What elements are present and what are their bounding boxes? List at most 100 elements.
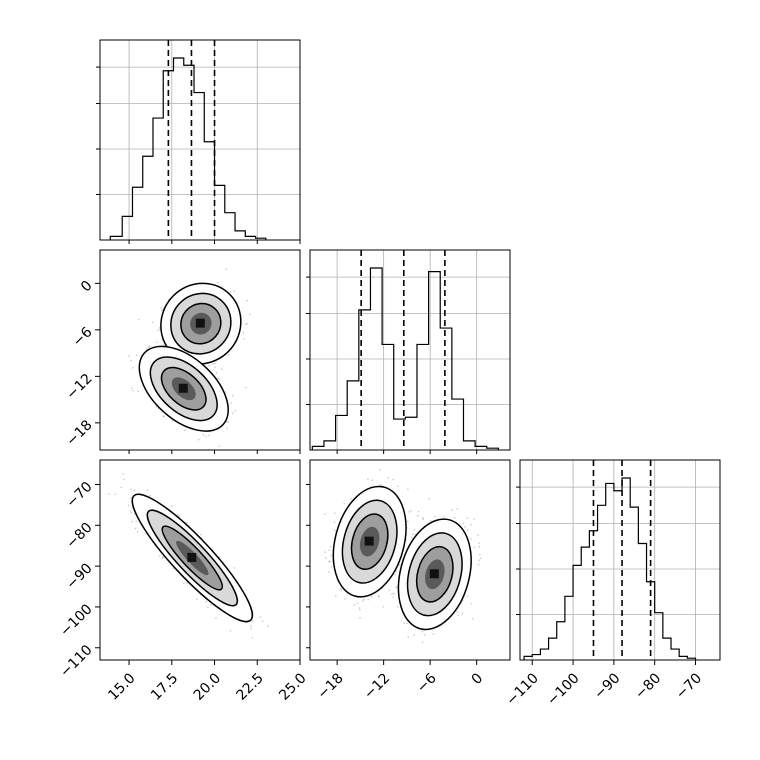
- contour-line-0-1-0: [138, 345, 229, 432]
- scatter-content-1: [108, 473, 269, 639]
- scatter-point: [246, 299, 249, 302]
- scatter-point: [392, 478, 395, 481]
- scatter-point: [396, 485, 399, 488]
- scatter-point: [127, 355, 130, 357]
- scatter-panel-0-2: [99, 459, 301, 661]
- scatter-point: [230, 402, 233, 404]
- scatter-point: [226, 427, 229, 429]
- scatter-point: [129, 510, 132, 512]
- density-peak-1-0: [187, 552, 197, 562]
- scatter-point: [135, 520, 138, 523]
- histogram-steps-2: [523, 477, 697, 660]
- scatter-point: [393, 573, 396, 576]
- scatter-point: [186, 581, 188, 584]
- scatter-point: [227, 353, 230, 356]
- contour-line-1-0-0: [131, 493, 254, 623]
- scatter-point: [134, 527, 137, 530]
- histogram-steps-1: [311, 267, 499, 450]
- scatter-point: [259, 616, 262, 618]
- scatter-point: [162, 415, 165, 418]
- contour-line-0-0-2: [180, 302, 222, 345]
- scatter-point: [145, 347, 148, 350]
- scatter-point: [131, 366, 134, 369]
- scatter-point: [130, 359, 132, 362]
- hist-frame-1: [309, 249, 511, 451]
- scatter-point: [205, 435, 207, 438]
- scatter-point: [130, 496, 132, 499]
- scatter-point: [184, 429, 187, 432]
- scatter-point: [162, 415, 165, 417]
- density-peak-0-1: [178, 383, 188, 393]
- scatter-point: [197, 438, 200, 441]
- scatter-point: [334, 512, 336, 515]
- scatter-point: [242, 331, 245, 334]
- scatter-point: [123, 478, 125, 481]
- scatter-point: [327, 549, 330, 552]
- scatter-point: [218, 377, 221, 380]
- scatter-point: [221, 285, 223, 288]
- scatter-point: [391, 593, 393, 595]
- scatter-point: [114, 493, 117, 496]
- scatter-point: [340, 589, 343, 592]
- scatter-point: [387, 476, 390, 479]
- scatter-point: [328, 560, 330, 563]
- scatter-point: [120, 486, 123, 489]
- scatter-point: [214, 362, 217, 365]
- scatter-point: [356, 602, 359, 605]
- scatter-point: [170, 505, 173, 508]
- scatter-point: [379, 483, 382, 486]
- scatter-point: [242, 338, 245, 340]
- scatter-point: [229, 291, 232, 293]
- contour-line-0-1-1: [149, 356, 218, 422]
- scatter-point: [251, 620, 254, 622]
- scatter-frame-1: [99, 459, 301, 661]
- scatter-point: [185, 521, 188, 524]
- scatter-point: [130, 511, 133, 514]
- scatter-point: [130, 488, 133, 491]
- scatter-point: [232, 412, 234, 415]
- scatter-point: [208, 365, 211, 367]
- scatter-point: [250, 627, 253, 630]
- scatter-frame-0: [99, 249, 301, 451]
- scatter-point: [367, 598, 370, 601]
- scatter-point: [215, 371, 218, 374]
- scatter-point: [177, 513, 179, 516]
- scatter-point: [131, 387, 133, 390]
- scatter-point: [226, 420, 229, 423]
- hist-frame-2: [519, 459, 721, 661]
- scatter-point: [216, 281, 219, 284]
- scatter-point: [149, 494, 152, 497]
- scatter-point: [161, 557, 164, 559]
- scatter-point: [234, 410, 237, 412]
- scatter-point: [324, 551, 326, 554]
- scatter-point: [362, 598, 365, 601]
- scatter-point: [160, 307, 163, 309]
- scatter-point: [137, 318, 140, 321]
- scatter-point: [395, 570, 398, 573]
- density-peak-0-0: [195, 318, 205, 328]
- histogram-steps-0: [109, 57, 267, 240]
- scatter-point: [156, 341, 158, 344]
- scatter-point: [366, 478, 369, 481]
- scatter-point: [214, 366, 216, 369]
- scatter-panel-1-2: [309, 459, 511, 661]
- scatter-point: [218, 445, 221, 448]
- scatter-point: [261, 620, 264, 623]
- hist-grid-2: [520, 460, 720, 660]
- scatter-point: [334, 594, 337, 597]
- scatter-point: [244, 386, 247, 389]
- histogram-panel-0: [96, 39, 301, 241]
- scatter-point: [231, 394, 234, 397]
- scatter-point: [395, 586, 398, 589]
- scatter-point: [136, 530, 139, 533]
- scatter-point: [196, 598, 198, 600]
- scatter-point: [202, 433, 205, 436]
- scatter-point: [157, 329, 160, 332]
- contour-line-0-1-2: [160, 366, 207, 411]
- hist-grid-1: [310, 250, 510, 450]
- scatter-point: [216, 377, 219, 380]
- scatter-point: [151, 321, 154, 324]
- scatter-point: [108, 493, 110, 495]
- scatter-point: [377, 594, 380, 597]
